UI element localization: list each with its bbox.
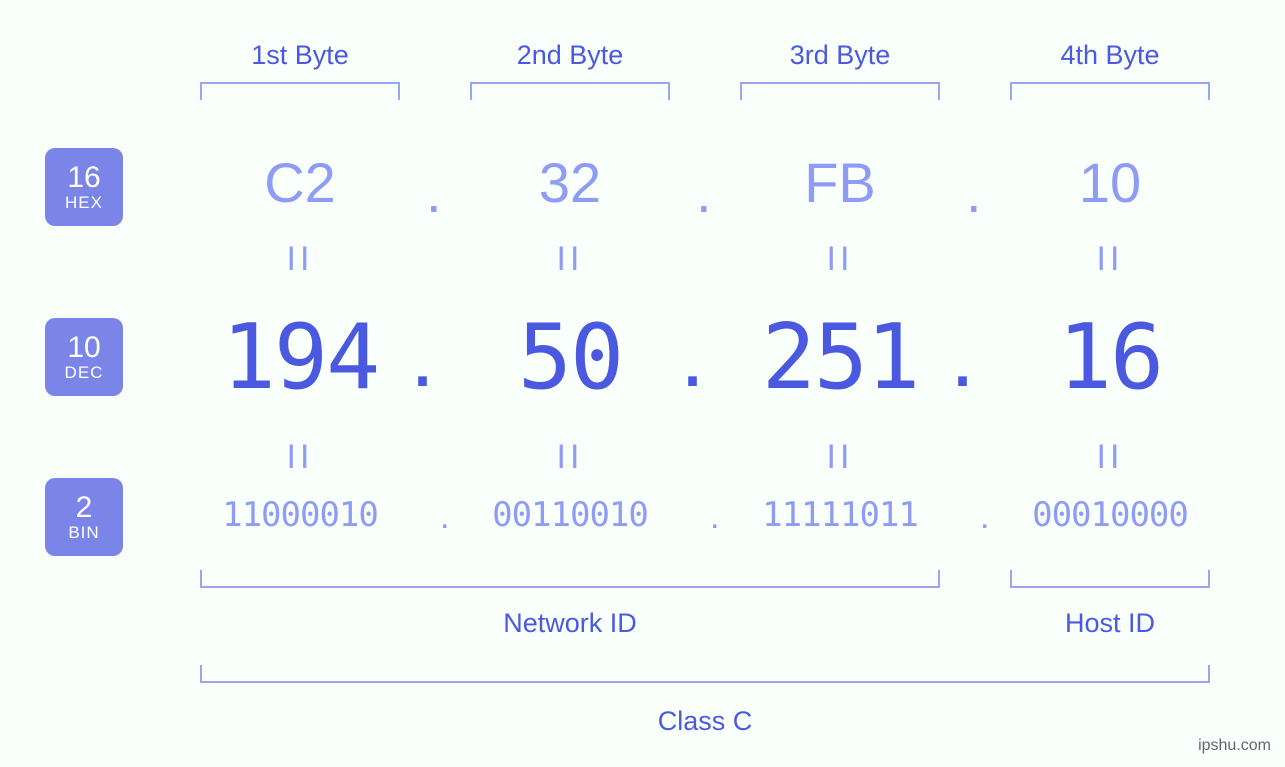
top-bracket-2 (470, 82, 670, 100)
class-label: Class C (200, 706, 1210, 737)
network-id-bracket (200, 570, 940, 588)
dec-dot-2: . (680, 305, 705, 408)
dec-byte-3: 251 (725, 305, 955, 410)
bin-base-num: 2 (45, 492, 123, 524)
hex-base-badge: 16 HEX (45, 148, 123, 226)
network-id-label: Network ID (200, 608, 940, 639)
hex-base-num: 16 (45, 162, 123, 194)
bin-base-label: BIN (45, 524, 123, 542)
dec-base-badge: 10 DEC (45, 318, 123, 396)
hex-byte-2: 32 (470, 150, 670, 215)
eq-dec-bin-4: II (1090, 438, 1130, 477)
bin-byte-2: 00110010 (440, 495, 700, 535)
top-bracket-3 (740, 82, 940, 100)
eq-hex-dec-1: II (280, 240, 320, 279)
bin-byte-3: 11111011 (710, 495, 970, 535)
host-id-bracket (1010, 570, 1210, 588)
eq-hex-dec-4: II (1090, 240, 1130, 279)
eq-hex-dec-2: II (550, 240, 590, 279)
watermark: ipshu.com (1198, 737, 1271, 755)
eq-dec-bin-1: II (280, 438, 320, 477)
hex-dot-1: . (426, 160, 442, 225)
dec-base-num: 10 (45, 332, 123, 364)
eq-dec-bin-3: II (820, 438, 860, 477)
hex-byte-1: C2 (200, 150, 400, 215)
hex-dot-2: . (696, 160, 712, 225)
hex-byte-3: FB (740, 150, 940, 215)
bin-base-badge: 2 BIN (45, 478, 123, 556)
host-id-label: Host ID (1010, 608, 1210, 639)
dec-byte-2: 50 (455, 305, 685, 410)
hex-byte-4: 10 (1010, 150, 1210, 215)
ip-breakdown-diagram: 16 HEX 10 DEC 2 BIN 1st Byte 2nd Byte 3r… (0, 0, 1285, 767)
hex-base-label: HEX (45, 194, 123, 212)
bin-byte-4: 00010000 (980, 495, 1240, 535)
top-bracket-4 (1010, 82, 1210, 100)
byte-header-4: 4th Byte (1010, 40, 1210, 71)
class-bracket (200, 665, 1210, 683)
hex-dot-3: . (966, 160, 982, 225)
dec-dot-3: . (950, 305, 975, 408)
top-bracket-1 (200, 82, 400, 100)
eq-hex-dec-3: II (820, 240, 860, 279)
bin-byte-1: 11000010 (170, 495, 430, 535)
byte-header-3: 3rd Byte (740, 40, 940, 71)
dec-byte-1: 194 (185, 305, 415, 410)
byte-header-1: 1st Byte (200, 40, 400, 71)
dec-byte-4: 16 (995, 305, 1225, 410)
dec-base-label: DEC (45, 364, 123, 382)
byte-header-2: 2nd Byte (470, 40, 670, 71)
dec-dot-1: . (410, 305, 435, 408)
eq-dec-bin-2: II (550, 438, 590, 477)
